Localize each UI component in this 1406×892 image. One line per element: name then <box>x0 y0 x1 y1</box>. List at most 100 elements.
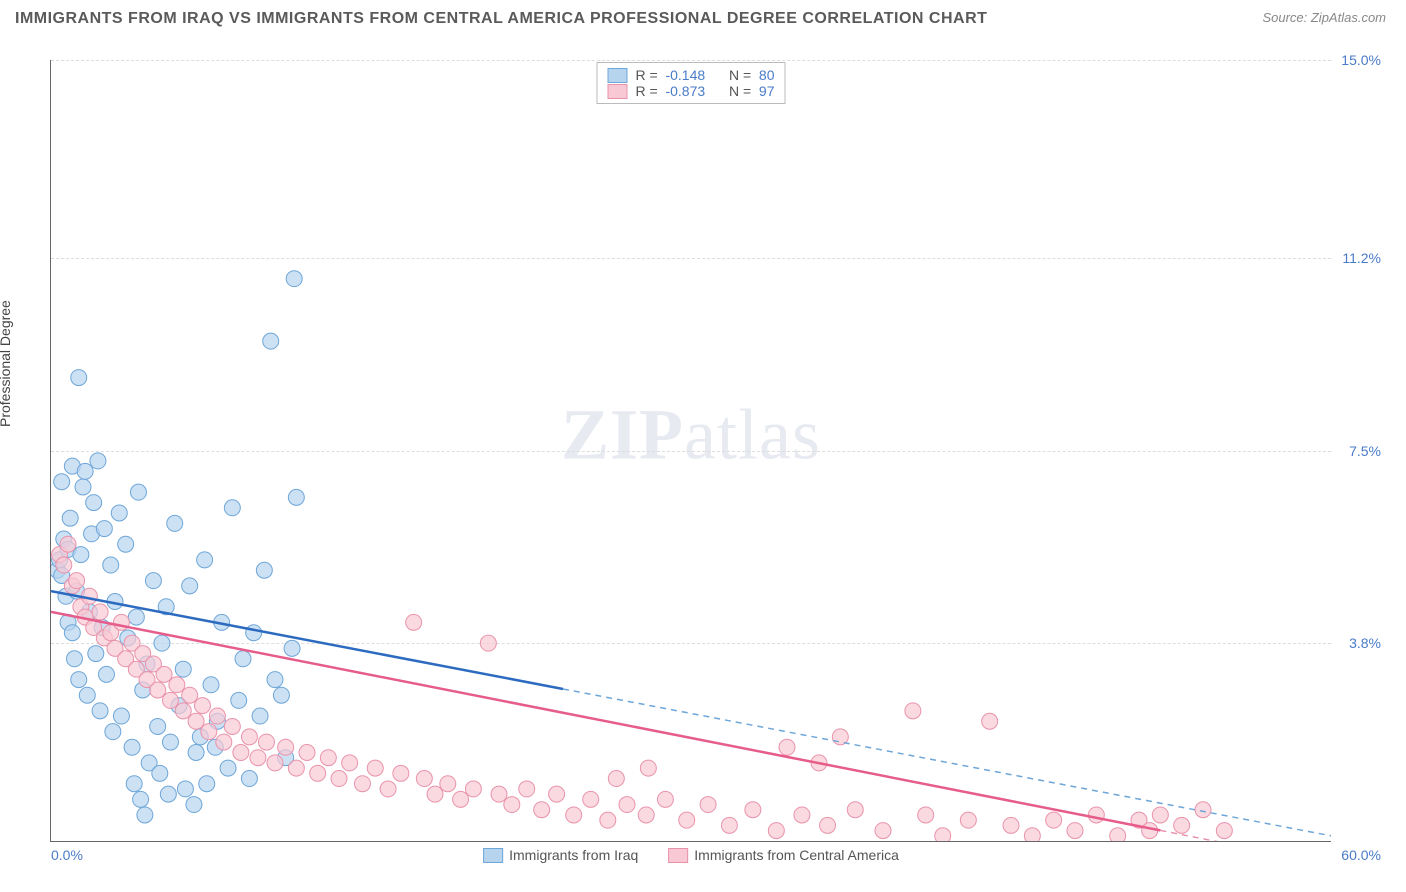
data-point-central_america <box>427 786 443 802</box>
data-point-iraq <box>145 573 161 589</box>
data-point-iraq <box>62 510 78 526</box>
data-point-central_america <box>175 703 191 719</box>
data-point-iraq <box>92 703 108 719</box>
data-point-central_america <box>794 807 810 823</box>
data-point-iraq <box>162 734 178 750</box>
y-tick: 11.2% <box>1342 250 1381 266</box>
data-point-iraq <box>241 771 257 787</box>
data-point-iraq <box>137 807 153 823</box>
data-point-central_america <box>169 677 185 693</box>
data-point-central_america <box>241 729 257 745</box>
y-tick: 15.0% <box>1341 52 1381 68</box>
data-point-central_america <box>367 760 383 776</box>
data-point-iraq <box>150 718 166 734</box>
data-point-central_america <box>640 760 656 776</box>
data-point-iraq <box>66 651 82 667</box>
data-point-iraq <box>111 505 127 521</box>
r-label: R = -0.873 <box>636 83 706 99</box>
data-point-central_america <box>320 750 336 766</box>
data-point-central_america <box>69 573 85 589</box>
data-point-central_america <box>534 802 550 818</box>
legend-label: Immigrants from Iraq <box>509 847 638 863</box>
chart-area: Professional Degree ZIPatlas 3.8%7.5%11.… <box>15 40 1386 857</box>
y-axis-label: Professional Degree <box>0 300 13 427</box>
data-point-central_america <box>566 807 582 823</box>
data-point-iraq <box>175 661 191 677</box>
data-point-iraq <box>284 640 300 656</box>
data-point-central_america <box>1046 812 1062 828</box>
data-point-central_america <box>299 744 315 760</box>
data-point-iraq <box>197 552 213 568</box>
data-point-central_america <box>1174 817 1190 833</box>
plot-svg <box>51 60 1331 841</box>
data-point-iraq <box>73 547 89 563</box>
data-point-central_america <box>393 765 409 781</box>
data-point-central_america <box>182 687 198 703</box>
data-point-iraq <box>79 687 95 703</box>
data-point-central_america <box>188 713 204 729</box>
data-point-central_america <box>1152 807 1168 823</box>
data-point-central_america <box>150 682 166 698</box>
data-point-central_america <box>608 771 624 787</box>
stats-row-central_america: R = -0.873 N = 97 <box>608 83 775 99</box>
swatch-icon <box>668 848 688 863</box>
trend-line-dash-iraq <box>563 689 1331 836</box>
data-point-central_america <box>820 817 836 833</box>
data-point-iraq <box>103 557 119 573</box>
n-label: N = 97 <box>729 83 775 99</box>
data-point-central_america <box>491 786 507 802</box>
data-point-central_america <box>657 791 673 807</box>
data-point-iraq <box>246 625 262 641</box>
swatch-icon <box>608 84 628 99</box>
data-point-central_america <box>847 802 863 818</box>
data-point-central_america <box>721 817 737 833</box>
data-point-iraq <box>113 708 129 724</box>
data-point-iraq <box>235 651 251 667</box>
data-point-central_america <box>92 604 108 620</box>
data-point-central_america <box>875 823 891 839</box>
data-point-iraq <box>186 797 202 813</box>
data-point-iraq <box>98 666 114 682</box>
data-point-central_america <box>250 750 266 766</box>
data-point-central_america <box>201 724 217 740</box>
data-point-central_america <box>519 781 535 797</box>
data-point-central_america <box>216 734 232 750</box>
data-point-central_america <box>288 760 304 776</box>
data-point-central_america <box>56 557 72 573</box>
data-point-central_america <box>194 698 210 714</box>
data-point-iraq <box>224 500 240 516</box>
data-point-iraq <box>88 646 104 662</box>
trend-line-dash-central_america <box>1160 830 1267 841</box>
data-point-iraq <box>154 635 170 651</box>
data-point-central_america <box>354 776 370 792</box>
data-point-iraq <box>71 370 87 386</box>
data-point-central_america <box>278 739 294 755</box>
data-point-central_america <box>233 744 249 760</box>
data-point-iraq <box>273 687 289 703</box>
stats-row-iraq: R = -0.148 N = 80 <box>608 67 775 83</box>
data-point-iraq <box>126 776 142 792</box>
data-point-iraq <box>133 791 149 807</box>
data-point-central_america <box>331 771 347 787</box>
data-point-iraq <box>86 495 102 511</box>
data-point-central_america <box>600 812 616 828</box>
data-point-central_america <box>1088 807 1104 823</box>
data-point-iraq <box>267 672 283 688</box>
y-tick: 3.8% <box>1349 635 1381 651</box>
data-point-central_america <box>162 692 178 708</box>
data-point-iraq <box>77 463 93 479</box>
data-point-central_america <box>549 786 565 802</box>
data-point-central_america <box>465 781 481 797</box>
data-point-central_america <box>679 812 695 828</box>
data-point-iraq <box>167 515 183 531</box>
data-point-central_america <box>745 802 761 818</box>
data-point-central_america <box>1003 817 1019 833</box>
data-point-central_america <box>504 797 520 813</box>
data-point-central_america <box>918 807 934 823</box>
data-point-central_america <box>583 791 599 807</box>
data-point-central_america <box>342 755 358 771</box>
legend-label: Immigrants from Central America <box>694 847 899 863</box>
data-point-iraq <box>71 672 87 688</box>
data-point-iraq <box>128 609 144 625</box>
data-point-iraq <box>203 677 219 693</box>
